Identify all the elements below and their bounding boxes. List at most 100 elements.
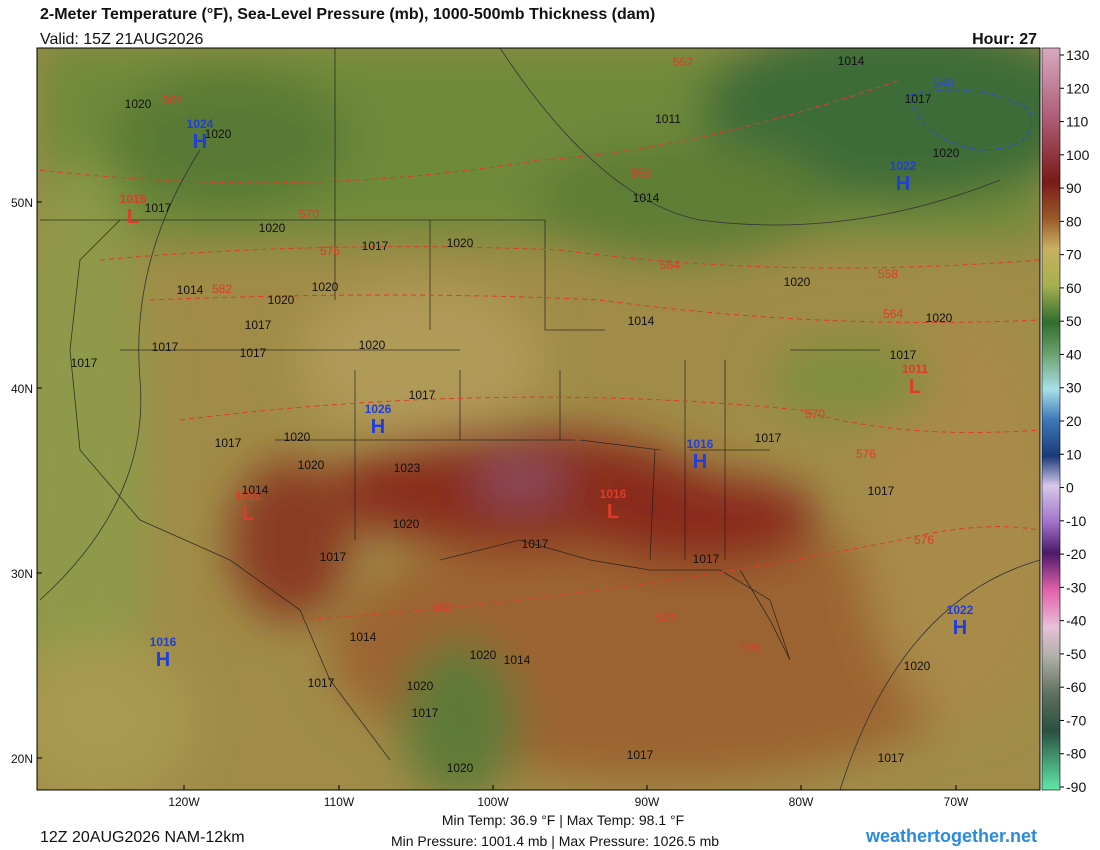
- colorbar-tick-label: 110: [1066, 114, 1089, 130]
- isobar-label: 1017: [627, 748, 654, 762]
- colorbar-tick-label: 20: [1066, 413, 1082, 429]
- colorbar-tick-label: -10: [1066, 513, 1086, 529]
- center-letter: L: [607, 501, 619, 523]
- center-letter: H: [193, 131, 207, 153]
- lat-label: 50N: [11, 196, 33, 210]
- isobar-label: 1020: [393, 517, 420, 531]
- center-value: 1024: [187, 117, 214, 131]
- center-value: 1011: [235, 489, 261, 503]
- colorbar-tick-label: -30: [1066, 579, 1086, 595]
- model-run: 12Z 20AUG2026 NAM-12km: [40, 829, 245, 846]
- center-value: 1016: [687, 437, 714, 451]
- center-letter: H: [156, 649, 170, 671]
- site-link[interactable]: weathertogether.net: [865, 826, 1037, 846]
- colorbar-tick-label: -90: [1066, 779, 1086, 795]
- colorbar: [1041, 47, 1061, 791]
- isobar-label: 1017: [755, 431, 782, 445]
- isobar-label: 1020: [205, 127, 232, 141]
- temp-range: Min Temp: 36.9 °F | Max Temp: 98.1 °F: [442, 812, 684, 828]
- center-value: 1016: [600, 487, 627, 501]
- lon-label: 120W: [168, 795, 200, 809]
- isobar-label: 1017: [215, 436, 242, 450]
- isobar-label: 1023: [394, 461, 421, 475]
- isobar-label: 1017: [362, 239, 389, 253]
- center-letter: L: [909, 376, 921, 398]
- center-letter: L: [242, 503, 254, 525]
- colorbar-tick-label: 80: [1066, 213, 1082, 229]
- isobar-label: 1017: [693, 552, 720, 566]
- lon-label: 110W: [324, 795, 355, 809]
- isobar-label: 1020: [312, 280, 339, 294]
- thickness-label: 576: [856, 447, 876, 461]
- thickness-label: 564: [660, 258, 680, 272]
- center-letter: H: [953, 617, 967, 639]
- isobar-label: 1014: [350, 630, 377, 644]
- colorbar-tick-label: -40: [1066, 613, 1086, 629]
- isobar-label: 1017: [890, 348, 917, 362]
- center-letter: H: [896, 173, 910, 195]
- lon-label: 70W: [944, 795, 969, 809]
- isobar-label: 1017: [308, 676, 335, 690]
- thickness-label: 540: [934, 76, 954, 90]
- isobar-label: 1017: [409, 388, 436, 402]
- lat-label: 40N: [11, 382, 33, 396]
- colorbar-tick-label: 60: [1066, 280, 1082, 296]
- colorbar-tick-label: -60: [1066, 679, 1086, 695]
- isobar-label: 1020: [125, 97, 152, 111]
- thickness-label: 576: [657, 611, 677, 625]
- center-value: 1011: [902, 362, 928, 376]
- thickness-label: 558: [631, 166, 651, 180]
- thickness-label: 576: [914, 533, 934, 547]
- isobar-label: 1017: [878, 751, 905, 765]
- lon-label: 80W: [789, 795, 814, 809]
- lat-label: 30N: [11, 567, 33, 581]
- center-value: 1026: [365, 402, 392, 416]
- colorbar-tick-label: 120: [1066, 80, 1090, 96]
- thickness-label: 564: [163, 93, 183, 107]
- lat-label: 20N: [11, 752, 33, 766]
- isobar-label: 1020: [284, 430, 311, 444]
- isobar-label: 1014: [504, 653, 531, 667]
- center-value: 1015: [120, 192, 147, 206]
- colorbar-tick-label: 0: [1066, 480, 1074, 496]
- isobar-label: 1020: [259, 221, 286, 235]
- colorbar-tick-label: 40: [1066, 346, 1082, 362]
- isobar-label: 1014: [242, 483, 269, 497]
- isobar-label: 1020: [904, 659, 931, 673]
- isobar-label: 1020: [298, 458, 325, 472]
- thickness-label: 576: [320, 244, 340, 258]
- colorbar-tick-label: 30: [1066, 380, 1082, 396]
- center-value: 1016: [150, 635, 177, 649]
- isobar-label: 1017: [868, 484, 895, 498]
- isobar-label: 1020: [407, 679, 434, 693]
- colorbar-tick-label: 100: [1066, 147, 1090, 163]
- valid-time: Valid: 15Z 21AUG2026: [40, 31, 203, 48]
- title: 2-Meter Temperature (°F), Sea-Level Pres…: [40, 6, 655, 23]
- colorbar-tick-label: -50: [1066, 646, 1086, 662]
- thickness-label: 552: [673, 55, 693, 69]
- isobar-label: 1014: [177, 283, 204, 297]
- isobar-label: 1017: [240, 346, 267, 360]
- center-letter: H: [371, 416, 385, 438]
- thickness-label: 570: [299, 207, 319, 221]
- forecast-hour: Hour: 27: [972, 31, 1037, 48]
- colorbar-tick-label: 70: [1066, 247, 1082, 263]
- isobar-label: 1014: [633, 191, 660, 205]
- center-value: 1022: [947, 603, 974, 617]
- thickness-label: 582: [212, 282, 232, 296]
- center-letter: H: [693, 451, 707, 473]
- isobar-label: 1020: [784, 275, 811, 289]
- isobar-label: 1011: [655, 112, 681, 126]
- isobar-label: 1017: [320, 550, 347, 564]
- thickness-label: 582: [432, 600, 452, 614]
- isobar-label: 1020: [933, 146, 960, 160]
- isobar-label: 1017: [71, 356, 98, 370]
- isobar-label: 1020: [470, 648, 497, 662]
- colorbar-tick-label: 90: [1066, 180, 1082, 196]
- thickness-label: 558: [878, 267, 898, 281]
- isobar-label: 1017: [145, 201, 172, 215]
- center-value: 1022: [890, 159, 917, 173]
- thickness-label: 576: [740, 641, 760, 655]
- isobar-label: 1020: [926, 311, 953, 325]
